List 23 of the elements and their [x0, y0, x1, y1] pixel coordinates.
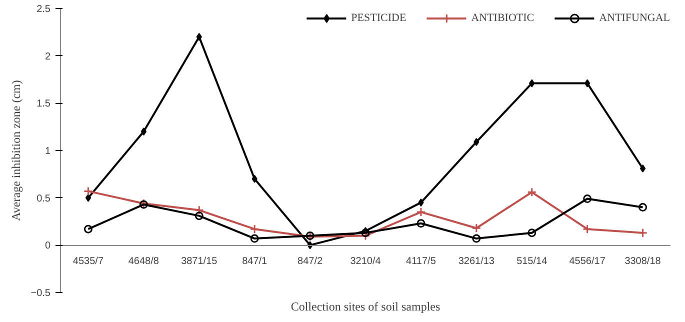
x-tick-label: 4117/5 [406, 256, 436, 268]
x-tick-label: 3871/15 [181, 256, 218, 268]
x-tick-label: 847/1 [242, 256, 268, 268]
y-tick-label: 2.5 [36, 4, 51, 15]
x-tick-label: 4648/8 [128, 256, 160, 268]
legend-label: ANTIFUNGAL [599, 12, 670, 24]
x-tick-label: 3261/13 [458, 256, 495, 268]
x-tick-label: 3308/18 [624, 256, 662, 268]
legend-label: ANTIBIOTIC [471, 12, 534, 24]
y-tick-label: 0.5 [36, 193, 51, 204]
y-tick-label: 0 [44, 240, 51, 252]
x-tick-label: 4556/17 [569, 256, 606, 268]
x-tick-label: 847/2 [298, 256, 323, 268]
y-tick-label: 1.5 [36, 98, 51, 110]
legend-label: PESTICIDE [351, 12, 406, 24]
y-tick-label: 1 [44, 146, 51, 157]
x-tick-label: 3210/4 [350, 256, 382, 268]
y-tick-label: 2 [44, 51, 51, 62]
y-tick-label: −0.5 [30, 288, 51, 299]
x-tick-label: 4535/7 [72, 256, 104, 268]
x-tick-label: 515/14 [516, 256, 548, 268]
x-axis-title: Collection sites of soil samples [290, 300, 440, 314]
y-axis-title: Average inhibition zone (cm) [8, 80, 23, 221]
